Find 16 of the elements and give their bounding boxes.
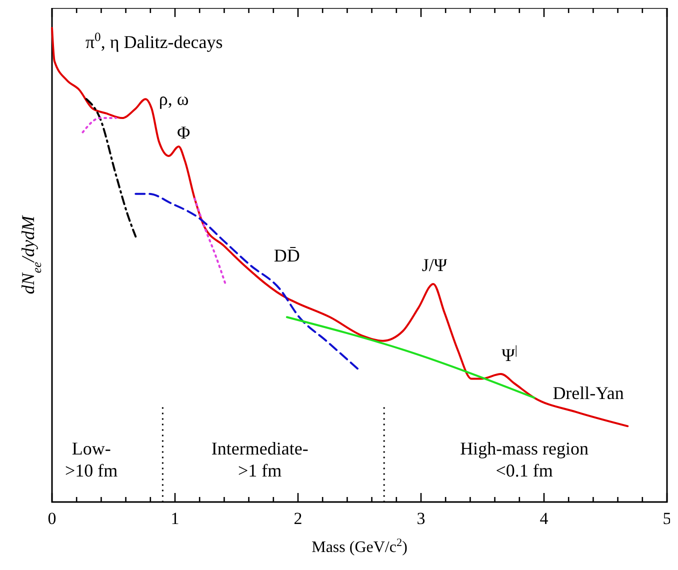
annotation: Drell-Yan <box>552 382 624 403</box>
annotation: Low- >10 fm <box>65 438 118 480</box>
x-tick-label: 2 <box>294 509 302 528</box>
annotation: High-mass region <0.1 fm <box>460 438 589 480</box>
x-tick-label: 0 <box>48 509 56 528</box>
annotation: π$^{0}$, η Dalitz-decays <box>85 30 223 52</box>
annotation: J/Ψ <box>422 255 448 275</box>
annotation: DD̄ <box>274 246 300 266</box>
x-tick-label: 1 <box>170 509 180 528</box>
x-tick-label: 3 <box>416 509 426 528</box>
annotation: ρ, ω <box>158 89 189 110</box>
annotation: Intermediate- >1 fm <box>211 438 308 480</box>
annotation: Ψ$^{|}$ <box>502 343 518 366</box>
x-axis-title: Mass (GeV/c$^{2}$) <box>312 537 408 556</box>
annotation: Φ <box>177 122 190 142</box>
x-tick-label: 4 <box>540 509 549 528</box>
